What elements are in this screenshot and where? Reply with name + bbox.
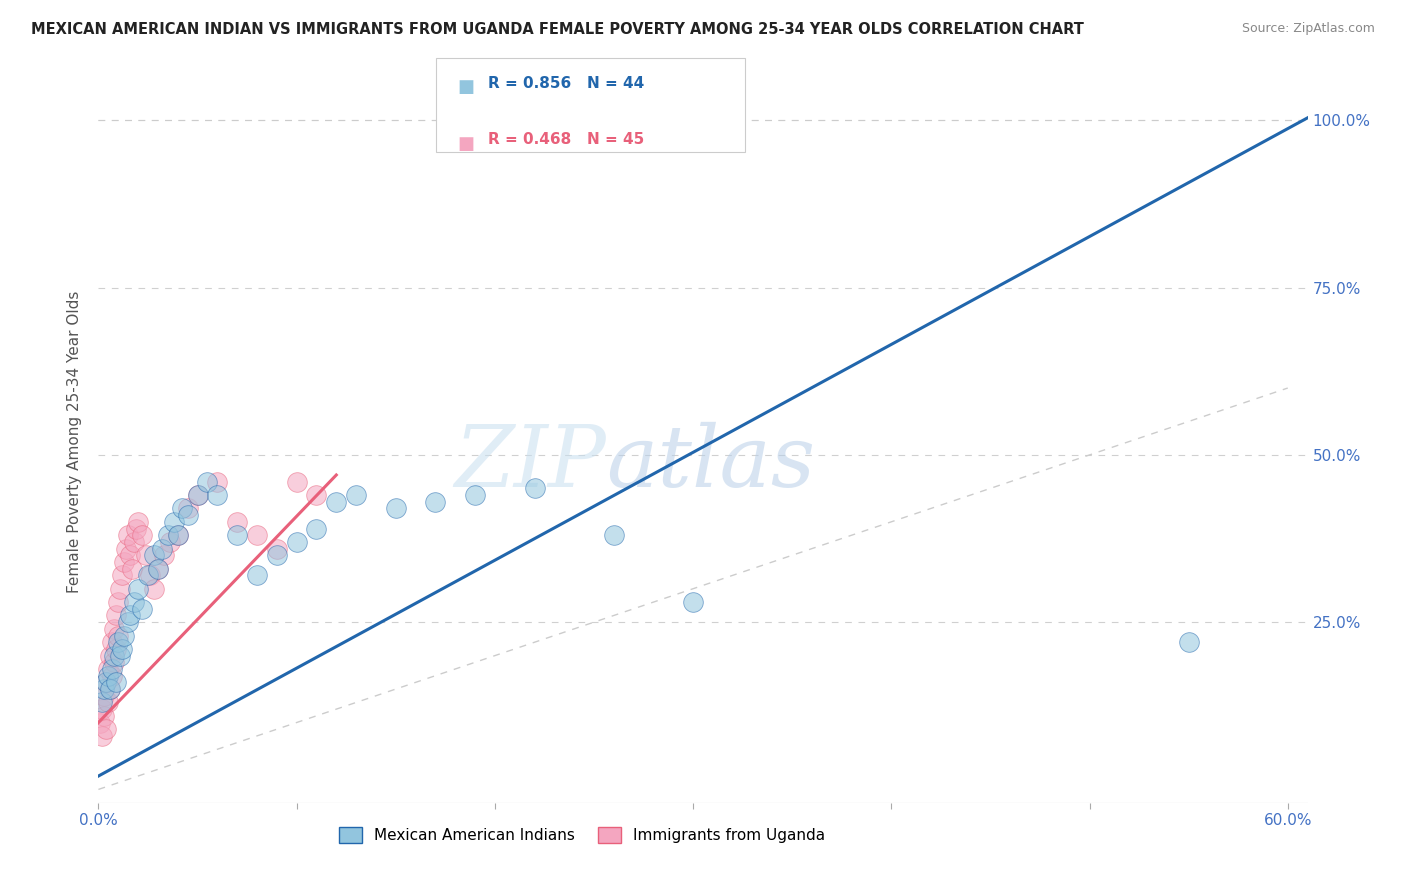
Mexican American Indians (122, 595, 145, 609)
Immigrants from Uganda (115, 541, 138, 556)
Mexican American Indians (197, 475, 219, 489)
Immigrants from Uganda (112, 555, 135, 569)
Mexican American Indians (163, 515, 186, 529)
Immigrants from Uganda (93, 708, 115, 723)
Immigrants from Uganda (142, 582, 165, 596)
Text: R = 0.468   N = 45: R = 0.468 N = 45 (488, 132, 644, 147)
Mexican American Indians (682, 595, 704, 609)
Mexican American Indians (170, 501, 193, 516)
Immigrants from Uganda (117, 528, 139, 542)
Mexican American Indians (186, 488, 208, 502)
Mexican American Indians (98, 682, 121, 697)
Mexican American Indians (156, 528, 179, 542)
Mexican American Indians (146, 562, 169, 576)
Mexican American Indians (93, 682, 115, 697)
Immigrants from Uganda (93, 689, 115, 703)
Mexican American Indians (207, 488, 229, 502)
Mexican American Indians (150, 541, 173, 556)
Immigrants from Uganda (110, 582, 132, 596)
Immigrants from Uganda (120, 548, 142, 563)
Legend: Mexican American Indians, Immigrants from Uganda: Mexican American Indians, Immigrants fro… (333, 822, 831, 849)
Immigrants from Uganda (266, 541, 288, 556)
Immigrants from Uganda (98, 648, 121, 663)
Immigrants from Uganda (91, 729, 114, 743)
Mexican American Indians (142, 548, 165, 563)
Immigrants from Uganda (127, 515, 149, 529)
Mexican American Indians (103, 648, 125, 663)
Immigrants from Uganda (285, 475, 308, 489)
Immigrants from Uganda (96, 675, 118, 690)
Immigrants from Uganda (226, 515, 249, 529)
Text: ZIP: ZIP (454, 422, 606, 505)
Mexican American Indians (166, 528, 188, 542)
Text: MEXICAN AMERICAN INDIAN VS IMMIGRANTS FROM UGANDA FEMALE POVERTY AMONG 25-34 YEA: MEXICAN AMERICAN INDIAN VS IMMIGRANTS FR… (31, 22, 1084, 37)
Immigrants from Uganda (91, 702, 114, 716)
Immigrants from Uganda (135, 548, 157, 563)
Immigrants from Uganda (305, 488, 328, 502)
Mexican American Indians (285, 535, 308, 549)
Immigrants from Uganda (125, 521, 148, 535)
Immigrants from Uganda (122, 535, 145, 549)
Y-axis label: Female Poverty Among 25-34 Year Olds: Female Poverty Among 25-34 Year Olds (67, 291, 83, 592)
Mexican American Indians (344, 488, 367, 502)
Mexican American Indians (101, 662, 124, 676)
Immigrants from Uganda (111, 568, 134, 582)
Text: R = 0.856   N = 44: R = 0.856 N = 44 (488, 76, 644, 91)
Mexican American Indians (384, 501, 406, 516)
Immigrants from Uganda (89, 715, 111, 730)
Mexican American Indians (603, 528, 626, 542)
Mexican American Indians (120, 608, 142, 623)
Mexican American Indians (464, 488, 486, 502)
Immigrants from Uganda (98, 682, 121, 697)
Mexican American Indians (305, 521, 328, 535)
Text: Source: ZipAtlas.com: Source: ZipAtlas.com (1241, 22, 1375, 36)
Immigrants from Uganda (96, 723, 118, 737)
Immigrants from Uganda (103, 655, 125, 669)
Mexican American Indians (96, 675, 118, 690)
Immigrants from Uganda (131, 528, 153, 542)
Mexican American Indians (246, 568, 269, 582)
Immigrants from Uganda (153, 548, 176, 563)
Mexican American Indians (226, 528, 249, 542)
Immigrants from Uganda (105, 608, 128, 623)
Mexican American Indians (117, 615, 139, 630)
Mexican American Indians (107, 635, 129, 649)
Immigrants from Uganda (159, 535, 181, 549)
Immigrants from Uganda (121, 562, 143, 576)
Immigrants from Uganda (107, 595, 129, 609)
Mexican American Indians (91, 696, 114, 710)
Mexican American Indians (1177, 635, 1199, 649)
Mexican American Indians (105, 675, 128, 690)
Mexican American Indians (136, 568, 159, 582)
Immigrants from Uganda (246, 528, 269, 542)
Mexican American Indians (110, 648, 132, 663)
Text: atlas: atlas (606, 422, 815, 505)
Mexican American Indians (325, 494, 347, 508)
Immigrants from Uganda (97, 696, 120, 710)
Immigrants from Uganda (166, 528, 188, 542)
Immigrants from Uganda (105, 642, 128, 657)
Mexican American Indians (112, 628, 135, 642)
Immigrants from Uganda (146, 562, 169, 576)
Mexican American Indians (425, 494, 447, 508)
Mexican American Indians (127, 582, 149, 596)
Immigrants from Uganda (186, 488, 208, 502)
Mexican American Indians (131, 602, 153, 616)
Mexican American Indians (266, 548, 288, 563)
Immigrants from Uganda (139, 568, 162, 582)
Immigrants from Uganda (107, 628, 129, 642)
Immigrants from Uganda (207, 475, 229, 489)
Immigrants from Uganda (176, 501, 198, 516)
Immigrants from Uganda (101, 635, 124, 649)
Text: ■: ■ (457, 135, 474, 153)
Immigrants from Uganda (101, 669, 124, 683)
Mexican American Indians (111, 642, 134, 657)
Text: ■: ■ (457, 78, 474, 96)
Mexican American Indians (176, 508, 198, 523)
Mexican American Indians (523, 482, 546, 496)
Immigrants from Uganda (97, 662, 120, 676)
Immigrants from Uganda (103, 622, 125, 636)
Mexican American Indians (97, 669, 120, 683)
